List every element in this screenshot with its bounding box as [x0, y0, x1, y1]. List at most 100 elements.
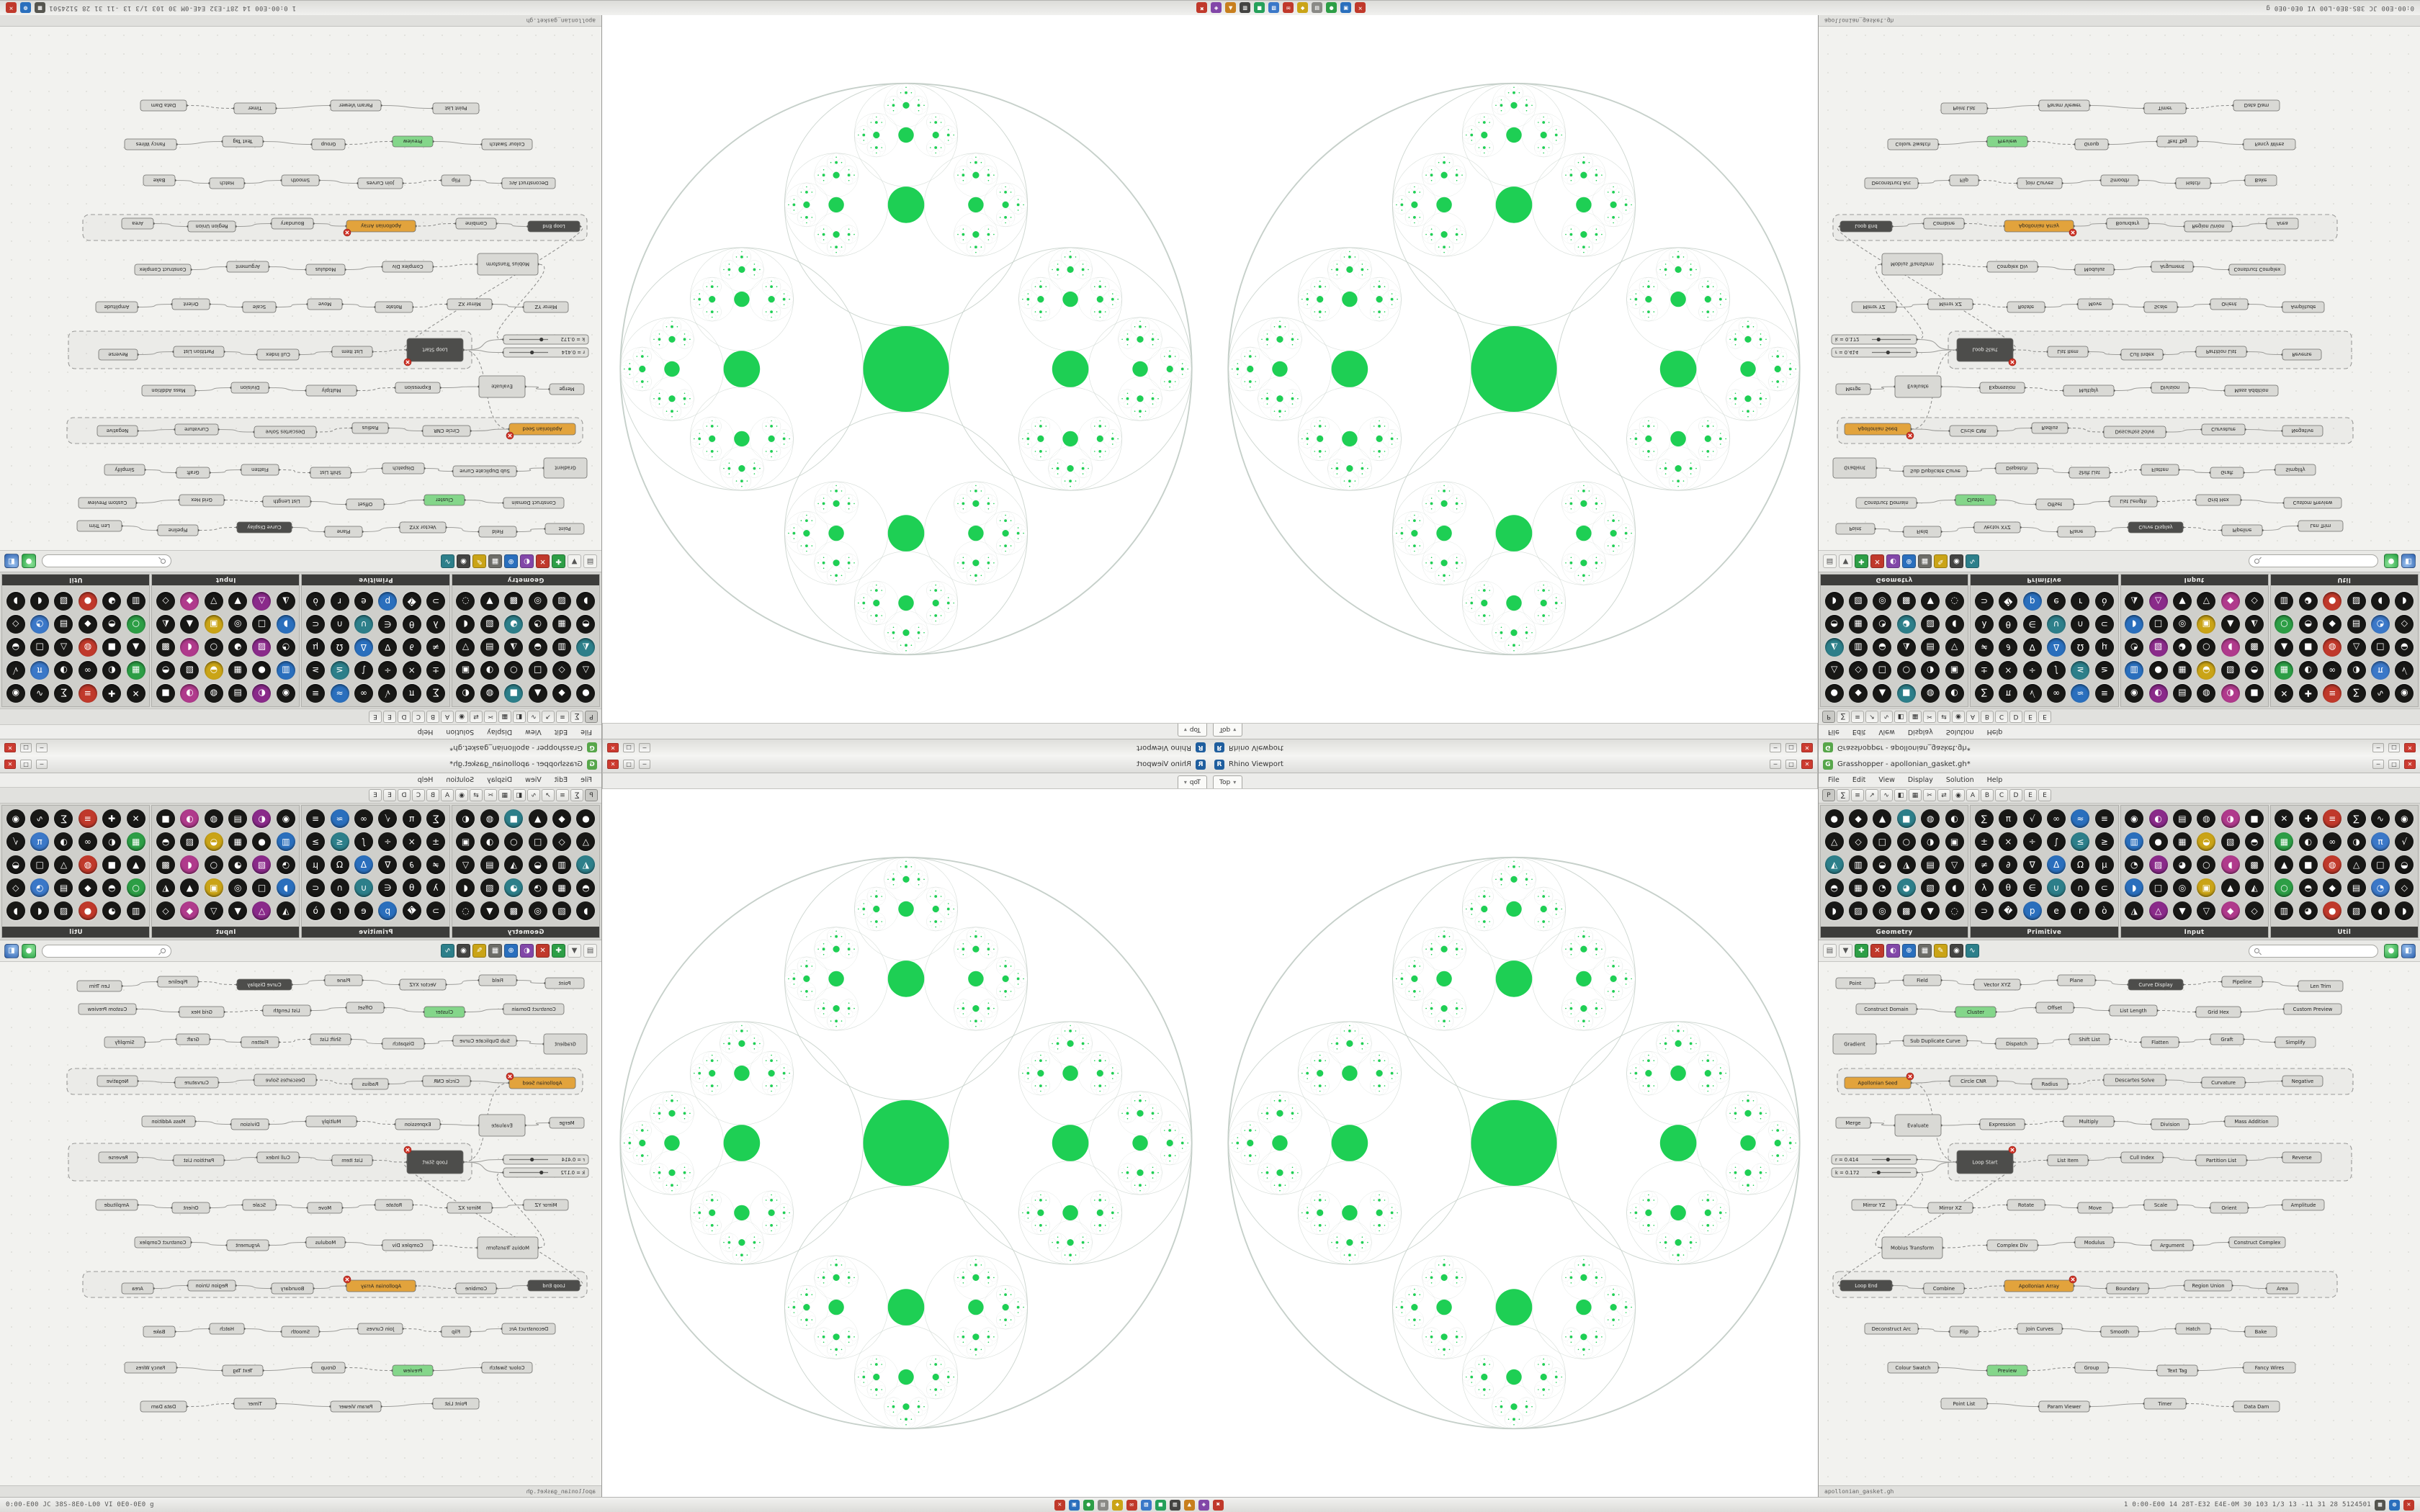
component-icon[interactable]: √	[2022, 684, 2042, 703]
component-tab-0[interactable]: P	[585, 789, 598, 801]
component-icon[interactable]: ≤	[2071, 832, 2090, 851]
target-icon[interactable]: ◉	[1950, 554, 1963, 568]
component-icon[interactable]: △	[252, 901, 272, 920]
component-icon[interactable]: ▲	[1873, 809, 1892, 828]
component-icon[interactable]: ∂	[402, 638, 421, 657]
canvas-search-input[interactable]	[48, 557, 158, 565]
component-icon[interactable]: ○	[126, 615, 145, 634]
gh-node[interactable]: Loop Start	[1956, 338, 2014, 362]
gh-node[interactable]: Complex Div	[382, 261, 434, 273]
component-icon[interactable]: ±	[426, 832, 446, 851]
component-icon[interactable]: ◐	[252, 684, 272, 703]
gh-close-button[interactable]: ✕	[4, 760, 16, 769]
component-icon[interactable]: ▥	[2125, 832, 2144, 851]
gh-node[interactable]: Move	[2077, 298, 2113, 310]
component-icon[interactable]: ≠	[426, 855, 446, 874]
grid-snap-icon[interactable]: ▦	[1918, 944, 1932, 958]
component-icon[interactable]: λ	[426, 878, 446, 897]
component-icon[interactable]: ◇	[2245, 592, 2264, 611]
component-icon[interactable]: ▣	[456, 661, 475, 680]
component-icon[interactable]: ≠	[426, 638, 446, 657]
save-file-icon[interactable]: ▼	[568, 554, 581, 568]
gh-node[interactable]: Combine	[1923, 217, 1965, 230]
component-icon[interactable]: ◗	[2395, 592, 2414, 611]
component-icon[interactable]: ◌	[456, 901, 475, 920]
component-icon[interactable]: ◆	[1849, 684, 1868, 703]
component-icon[interactable]: θ	[402, 878, 421, 897]
gh-node[interactable]: Mobius Transform	[477, 1236, 539, 1259]
component-icon[interactable]: ∫	[354, 661, 373, 680]
component-icon[interactable]: ▩	[156, 638, 175, 657]
gh-node[interactable]: Graft	[176, 1033, 210, 1045]
component-icon[interactable]: ✚	[102, 809, 122, 828]
component-icon[interactable]: ◎	[2172, 615, 2192, 634]
component-icon[interactable]: ∿	[30, 809, 50, 828]
gh-node[interactable]: Mirror XZ	[447, 298, 493, 310]
component-icon[interactable]: ▼	[228, 901, 248, 920]
gh-node[interactable]: Apollonian Array	[346, 1279, 416, 1292]
component-icon[interactable]: ◭	[1824, 638, 1844, 657]
component-tab-3[interactable]: ↗	[542, 789, 555, 801]
preview-on-button[interactable]: ●	[2384, 554, 2398, 569]
component-icon[interactable]: ◌	[456, 592, 475, 611]
component-icon[interactable]: ○	[2197, 855, 2216, 874]
component-icon[interactable]: √	[2395, 832, 2414, 851]
component-icon[interactable]: ▤	[1921, 855, 1940, 874]
component-icon[interactable]: ◒	[2197, 832, 2216, 851]
component-icon[interactable]: ▦	[228, 832, 248, 851]
component-icon[interactable]: p	[378, 901, 398, 920]
gh-node[interactable]: Sub Duplicate Curve	[1903, 465, 1968, 477]
component-icon[interactable]: ◇	[156, 592, 175, 611]
component-icon[interactable]: △	[1824, 661, 1844, 680]
component-tab-15[interactable]: E	[2038, 711, 2051, 723]
component-tab-9[interactable]: ◉	[455, 789, 468, 801]
gh-node[interactable]: Expression	[395, 382, 441, 394]
component-icon[interactable]: Ω	[330, 638, 349, 657]
gh-node[interactable]: Gradient	[543, 1033, 588, 1055]
component-icon[interactable]: ◔	[276, 855, 295, 874]
component-icon[interactable]: ∪	[2047, 878, 2066, 897]
gh-node[interactable]: Timer	[233, 102, 277, 114]
component-icon[interactable]: ▣	[2197, 615, 2216, 634]
component-tab-3[interactable]: ↗	[542, 711, 555, 723]
gh-node[interactable]: Apollonian Array	[2004, 1279, 2074, 1292]
gh-node[interactable]: Bake	[143, 174, 176, 186]
component-icon[interactable]: ○	[504, 661, 524, 680]
gh-node[interactable]: Loop End	[1839, 1279, 1893, 1292]
component-icon[interactable]: Δ	[2047, 638, 2066, 657]
viewport-tab-top[interactable]: Top ▾	[1177, 775, 1207, 788]
component-icon[interactable]: ●	[2323, 592, 2342, 611]
gh-node[interactable]: Construct Complex	[2228, 264, 2286, 276]
component-icon[interactable]: ∑	[2347, 809, 2366, 828]
component-icon[interactable]: ◖	[2370, 592, 2390, 611]
gh-node[interactable]: Division	[2151, 1118, 2190, 1130]
gh-node[interactable]: Negative	[2282, 1075, 2323, 1087]
component-icon[interactable]: ◓	[2298, 878, 2318, 897]
save-file-icon[interactable]: ▼	[568, 944, 581, 958]
gh-node[interactable]: Deconstruct Arc	[501, 1323, 556, 1335]
gh-node[interactable]: Merge	[549, 1117, 585, 1129]
component-icon[interactable]: ●	[252, 832, 272, 851]
component-icon[interactable]: ◑	[180, 684, 200, 703]
gh-node[interactable]: Move	[307, 298, 343, 310]
gh-close-button[interactable]: ✕	[4, 743, 16, 752]
component-tab-2[interactable]: ≡	[556, 789, 569, 801]
component-tab-12[interactable]: C	[1995, 789, 2008, 801]
canvas-search[interactable]	[2249, 944, 2378, 958]
component-icon[interactable]: ∑	[1974, 809, 1994, 828]
wire-display-icon[interactable]: ∿	[441, 944, 454, 958]
component-icon[interactable]: ■	[2245, 809, 2264, 828]
component-icon[interactable]: ◭	[1824, 855, 1844, 874]
gh-node[interactable]: Cluster	[1955, 1006, 1996, 1018]
gh-node[interactable]: Deconstruct Arc	[1864, 177, 1919, 189]
sketch-tool-icon[interactable]: ✎	[472, 554, 486, 568]
gh-node[interactable]: Custom Preview	[78, 497, 137, 509]
gh-node[interactable]: Move	[307, 1202, 343, 1214]
component-icon[interactable]: ×	[1999, 832, 2018, 851]
component-icon[interactable]: ◍	[78, 855, 97, 874]
component-icon[interactable]: ◎	[528, 592, 547, 611]
gh-node[interactable]: Plane	[2057, 974, 2096, 986]
gh-node[interactable]: Rotate	[2007, 301, 2045, 313]
component-icon[interactable]: ÷	[2022, 832, 2042, 851]
target-icon[interactable]: ◉	[1950, 944, 1963, 958]
